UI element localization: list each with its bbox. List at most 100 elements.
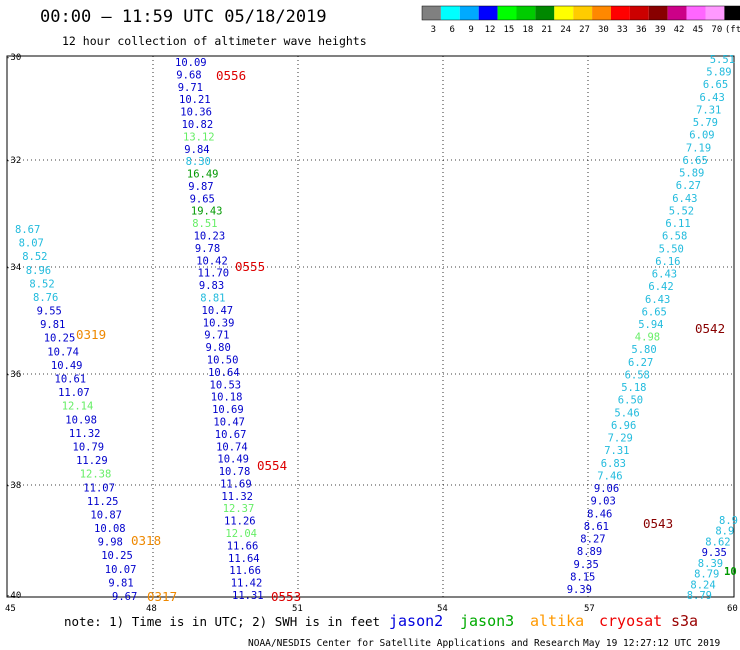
lon-label: 57: [584, 604, 595, 614]
wave-height-value: 7.31: [604, 445, 629, 457]
wave-height-value: 5.50: [659, 243, 684, 255]
lat-label: -40: [5, 591, 21, 601]
legend-label: (ft): [725, 25, 740, 35]
legend-swatch: [667, 6, 687, 20]
wave-height-value: 8.81: [200, 293, 225, 305]
wave-height-value: 10.64: [208, 367, 240, 379]
wave-height-value: 11.66: [227, 540, 259, 552]
wave-height-value: 6.65: [683, 155, 708, 167]
wave-height-value: 9.81: [108, 577, 133, 589]
legend-label: 33: [617, 25, 628, 35]
legend-swatch: [705, 6, 725, 20]
wave-height-value: 10.07: [105, 564, 137, 576]
altimeter-tracks: 10.099.689.7110.2110.3610.8213.129.848.3…: [15, 54, 738, 603]
wave-height-value: 11.70: [198, 268, 230, 280]
wave-height-value: 6.09: [689, 130, 714, 142]
wave-height-value: 19.43: [191, 206, 223, 218]
wave-height-value: 8.9: [719, 515, 738, 527]
legend-label: 12: [485, 25, 496, 35]
wave-height-value: 6.43: [700, 92, 725, 104]
legend-label: 3: [431, 25, 436, 35]
satellite-name: altika: [530, 612, 584, 630]
map-frame: [6, 55, 735, 598]
wave-height-value: 12.04: [225, 528, 257, 540]
wave-height-value: 8.76: [33, 292, 58, 304]
wave-height-value: 10.67: [215, 429, 247, 441]
legend-swatch: [554, 6, 574, 20]
wave-height-value: 10.53: [210, 379, 242, 391]
wave-height-value: 9.68: [176, 69, 201, 81]
legend-label: 42: [674, 25, 685, 35]
wave-height-value: 9.83: [199, 280, 224, 292]
wave-height-value: 9.39: [567, 584, 592, 596]
wave-height-value: 9.84: [184, 144, 209, 156]
wave-height-value: 8.46: [587, 508, 612, 520]
wave-height-value: 5.80: [631, 344, 656, 356]
wave-height-value: 6.50: [618, 395, 643, 407]
wave-height-value: 9.35: [574, 559, 599, 571]
wave-height-value: 6.43: [645, 294, 670, 306]
legend-label: 9: [468, 25, 473, 35]
wave-height-value: 6.58: [625, 370, 650, 382]
wave-height-value: 9.71: [178, 82, 203, 94]
wave-height-value: 13.12: [183, 131, 215, 143]
legend-label: 45: [693, 25, 704, 35]
wave-height-value: 10: [724, 566, 737, 578]
legend-swatch: [535, 6, 555, 20]
wave-height-value: 9.55: [37, 306, 62, 318]
lon-label: 54: [437, 604, 448, 614]
wave-height-value: 6.96: [611, 420, 636, 432]
wave-height-value: 10.36: [180, 107, 212, 119]
legend-swatch: [422, 6, 441, 20]
wave-height-value: 5.52: [669, 205, 694, 217]
wave-height-value: 9.80: [206, 342, 231, 354]
satellite-name: jason2: [389, 612, 443, 630]
wave-height-value: 12.14: [62, 401, 94, 413]
wave-height-value: 9.98: [98, 537, 123, 549]
lat-label: -34: [5, 263, 21, 273]
wave-height-value: 10.74: [47, 346, 79, 358]
legend-swatch: [497, 6, 517, 20]
wave-height-value: 9.35: [702, 547, 727, 559]
wave-height-value: 8.24: [690, 579, 715, 591]
wave-height-value: 10.47: [213, 417, 245, 429]
wave-height-value: 6.16: [655, 256, 680, 268]
pass-number-label: 0317: [147, 589, 177, 604]
pass-number-label: 0319: [76, 327, 106, 342]
wave-height-value: 9.81: [40, 319, 65, 331]
legend-swatch: [648, 6, 668, 20]
satellite-legend: jason2 jason3 altika cryosat s3a: [389, 612, 698, 630]
footer-credit: NOAA/NESDIS Center for Satellite Applica…: [248, 638, 580, 649]
satellite-name: s3a: [671, 612, 698, 630]
wave-height-value: 8.39: [698, 558, 723, 570]
wave-height-value: 10.74: [216, 441, 248, 453]
wave-height-value: 5.89: [679, 168, 704, 180]
wave-height-value: 7.19: [686, 142, 711, 154]
lon-label: 45: [5, 604, 16, 614]
latitude-labels: -30 -32 -34 -36 -38 -40: [5, 53, 21, 601]
wave-height-value: 10.49: [51, 360, 83, 372]
legend-swatch: [686, 6, 706, 20]
wave-height-value: 6.83: [601, 458, 626, 470]
wave-height-value: 10.50: [207, 355, 239, 367]
wave-height-value: 10.79: [73, 442, 105, 454]
legend-swatch: [592, 6, 611, 20]
longitude-labels: 45 48 51 54 57 60: [5, 604, 738, 614]
wave-height-value: 8.30: [186, 156, 211, 168]
wave-height-value: 10.98: [65, 414, 97, 426]
page-title: 00:00 – 11:59 UTC 05/18/2019: [40, 7, 327, 27]
wave-height-value: 11.42: [231, 578, 263, 590]
wave-height-value: 10.78: [219, 466, 251, 478]
wave-height-value: 10.25: [44, 333, 76, 345]
wave-height-value: 9.67: [112, 591, 137, 603]
legend-label: 27: [579, 25, 590, 35]
wave-height-value: 5.51: [710, 54, 735, 66]
wave-height-value: 9.87: [188, 181, 213, 193]
wave-height-value: 5.79: [693, 117, 718, 129]
satellite-name: cryosat: [599, 612, 662, 630]
wave-height-value: 10.49: [217, 454, 249, 466]
wave-height-value: 11.07: [58, 387, 90, 399]
wave-height-value: 11.66: [229, 565, 261, 577]
